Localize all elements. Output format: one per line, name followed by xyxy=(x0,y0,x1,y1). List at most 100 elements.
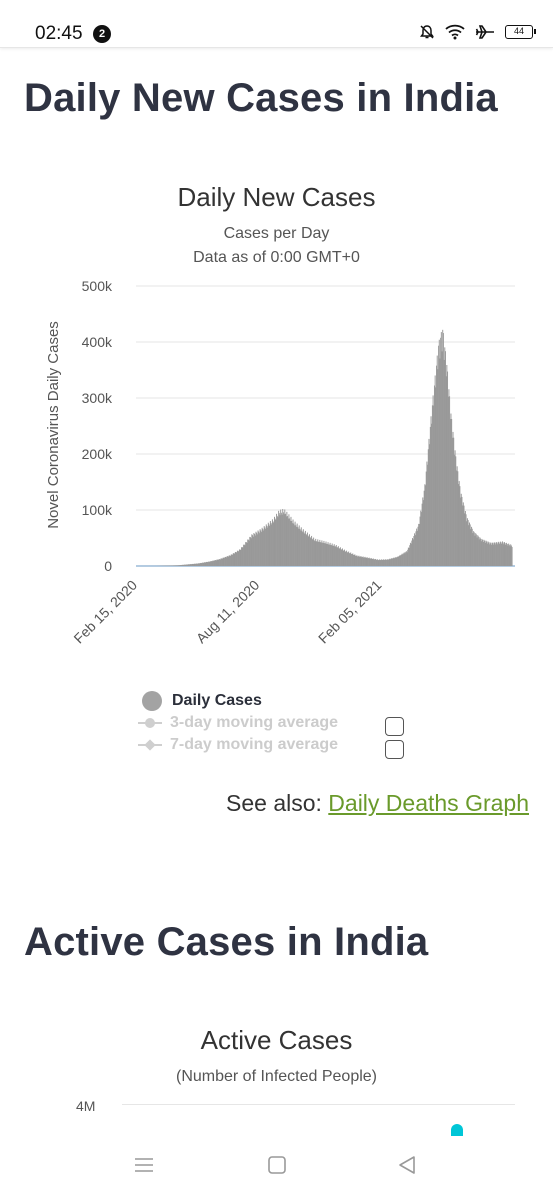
daily-cases-bar xyxy=(471,528,473,566)
checkbox-7day-average[interactable] xyxy=(385,740,404,759)
daily-cases-bar xyxy=(278,513,280,566)
daily-cases-bar xyxy=(283,514,285,566)
daily-cases-bar xyxy=(401,553,403,566)
daily-cases-bar xyxy=(370,558,372,566)
daily-cases-bar xyxy=(214,560,216,566)
menu-icon[interactable] xyxy=(133,1154,155,1181)
daily-cases-bar xyxy=(405,551,407,566)
daily-cases-bar xyxy=(376,559,378,566)
daily-deaths-graph-link[interactable]: Daily Deaths Graph xyxy=(328,790,529,816)
daily-cases-bar xyxy=(498,542,500,566)
daily-cases-bar xyxy=(173,565,175,566)
daily-cases-bar xyxy=(286,511,288,566)
daily-cases-bar xyxy=(404,553,406,566)
daily-cases-bar xyxy=(383,559,385,566)
daily-cases-bar xyxy=(377,560,379,566)
daily-cases-bar xyxy=(436,355,438,566)
daily-cases-bar xyxy=(263,526,265,566)
daily-cases-bar xyxy=(447,371,449,566)
daily-cases-bar xyxy=(330,545,332,566)
daily-cases-bar xyxy=(260,530,262,566)
y-tick-label: 400k xyxy=(82,334,113,350)
daily-cases-bar xyxy=(223,558,225,566)
daily-cases-bar xyxy=(226,556,228,566)
daily-cases-bar xyxy=(352,554,354,566)
daily-cases-bar xyxy=(446,365,448,566)
daily-cases-bar xyxy=(462,502,464,566)
daily-cases-bar xyxy=(294,521,296,566)
see-also-prefix: See also: xyxy=(226,790,322,816)
daily-cases-bar xyxy=(509,546,511,566)
daily-cases-bar xyxy=(328,544,330,566)
daily-cases-bar xyxy=(348,553,350,566)
home-icon[interactable] xyxy=(266,1154,288,1181)
daily-cases-bar xyxy=(215,560,217,566)
daily-cases-bar xyxy=(368,557,370,566)
daily-cases-bar xyxy=(262,529,264,566)
daily-cases-bar xyxy=(396,557,398,566)
daily-cases-bar xyxy=(288,514,290,566)
daily-cases-bar xyxy=(403,553,405,566)
daily-cases-bar xyxy=(416,528,418,566)
back-icon[interactable] xyxy=(396,1154,418,1181)
daily-cases-bar xyxy=(247,539,249,566)
daily-cases-bar xyxy=(455,456,457,566)
daily-cases-bar xyxy=(405,552,407,566)
daily-cases-bar xyxy=(468,525,470,566)
daily-cases-bar xyxy=(457,471,459,566)
checkbox-3day-average[interactable] xyxy=(385,717,404,736)
daily-cases-bar xyxy=(392,558,394,566)
daily-cases-bar xyxy=(299,528,301,566)
daily-cases-bar xyxy=(459,486,461,566)
daily-cases-bar xyxy=(503,544,505,566)
daily-cases-bar xyxy=(208,561,210,566)
daily-cases-bar xyxy=(254,535,256,566)
daily-cases-bar xyxy=(341,549,343,566)
legend-daily-cases[interactable]: Daily Cases xyxy=(138,690,438,712)
daily-cases-bar xyxy=(488,542,490,566)
daily-cases-bar xyxy=(350,552,352,566)
legend-3day-average[interactable]: 3-day moving average xyxy=(138,712,438,734)
daily-cases-bar xyxy=(437,369,439,566)
daily-cases-bar xyxy=(277,517,279,566)
daily-cases-bar xyxy=(250,538,252,566)
daily-cases-bar xyxy=(322,542,324,566)
daily-cases-bar xyxy=(270,522,272,566)
daily-cases-bar xyxy=(425,485,427,566)
daily-cases-bar xyxy=(481,538,483,566)
daily-cases-bar xyxy=(228,555,230,566)
daily-cases-bar xyxy=(465,514,467,566)
daily-cases-bar xyxy=(320,542,322,566)
daily-cases-bar xyxy=(269,521,271,566)
daily-cases-bar xyxy=(195,563,197,566)
android-nav-bar xyxy=(0,1140,553,1200)
daily-cases-bar xyxy=(433,385,435,566)
daily-cases-bar xyxy=(249,536,251,566)
daily-cases-bar xyxy=(440,337,442,566)
daily-cases-bar xyxy=(510,544,512,566)
daily-cases-bar xyxy=(271,519,273,566)
daily-cases-bar xyxy=(315,541,317,566)
daily-cases-bar xyxy=(395,556,397,566)
daily-cases-bar xyxy=(298,525,300,566)
daily-cases-bar xyxy=(173,565,175,566)
daily-cases-bar xyxy=(420,512,422,566)
daily-cases-bar xyxy=(204,562,206,566)
daily-cases-bar xyxy=(390,559,392,566)
daily-cases-bar xyxy=(232,553,234,566)
daily-cases-bar xyxy=(188,564,190,566)
daily-cases-bar xyxy=(309,537,311,566)
daily-cases-bar xyxy=(410,543,412,566)
daily-cases-bar xyxy=(414,535,416,566)
daily-cases-bar xyxy=(287,518,289,566)
daily-cases-bar xyxy=(290,516,292,566)
daily-cases-bar xyxy=(304,530,306,566)
daily-cases-bar xyxy=(422,497,424,566)
legend-7day-average[interactable]: 7-day moving average xyxy=(138,734,438,756)
daily-cases-bar xyxy=(458,481,460,566)
daily-cases-bar xyxy=(367,558,369,566)
daily-cases-bar xyxy=(221,558,223,566)
daily-cases-bar xyxy=(280,512,282,566)
daily-cases-bar xyxy=(348,551,350,566)
daily-cases-bar xyxy=(423,490,425,566)
